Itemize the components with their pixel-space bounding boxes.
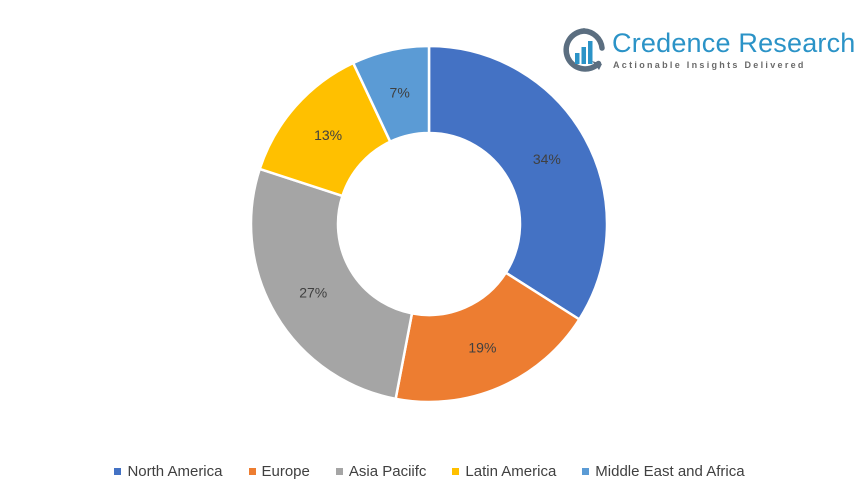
- data-label-middle-east-and-africa: 7%: [390, 85, 410, 101]
- legend-label: Europe: [261, 462, 310, 480]
- legend-item-latin-america: Latin America: [452, 463, 556, 480]
- legend-label: Latin America: [465, 462, 557, 480]
- data-label-latin-america: 13%: [314, 127, 342, 143]
- slice-asia-paciifc: [249, 167, 414, 401]
- brand-name: Credence Research: [612, 28, 856, 58]
- slice-europe: [394, 271, 581, 404]
- slice-middle-east-and-africa: [351, 44, 431, 143]
- legend-item-middle-east-and-africa: Middle East and Africa: [582, 462, 745, 480]
- chart-legend: North America Europe Asia Paciifc Latin Ame…: [0, 460, 859, 482]
- brand-logo: Credence Research Actionable Insights De…: [560, 28, 855, 76]
- legend-item-north-america: North America: [114, 462, 223, 480]
- legend-swatch: [335, 467, 343, 475]
- slice-north-america: [427, 44, 609, 321]
- legend-swatch: [248, 467, 256, 475]
- data-label-asia-paciifc: 27%: [299, 284, 327, 300]
- legend-swatch: [114, 467, 122, 475]
- legend-item-asia-paciifc: Asia Paciifc: [335, 462, 427, 480]
- slices-group: [249, 44, 609, 404]
- credence-logo-icon: [563, 28, 605, 72]
- legend-item-europe: Europe: [248, 462, 310, 480]
- legend-swatch: [582, 467, 590, 475]
- legend-label: North America: [127, 462, 223, 480]
- data-label-europe: 19%: [468, 339, 496, 355]
- legend-label: Asia Paciifc: [348, 462, 427, 480]
- legend-swatch: [452, 467, 460, 475]
- brand-tagline: Actionable Insights Delivered: [613, 60, 806, 70]
- legend-label: Middle East and Africa: [595, 462, 745, 480]
- data-label-north-america: 34%: [533, 151, 561, 167]
- data-labels-group: 34% 19% 27% 13% 7%: [299, 85, 561, 356]
